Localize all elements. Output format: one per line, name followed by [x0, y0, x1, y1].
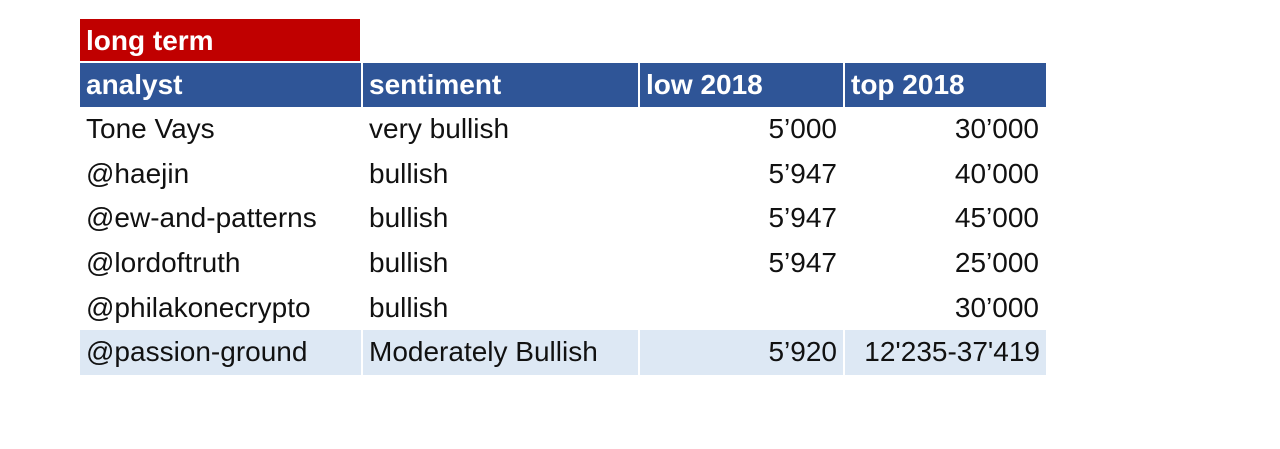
low-2018-cell: 5’920: [639, 329, 845, 375]
section-title: long term: [80, 19, 360, 61]
analyst-cell: @philakonecrypto: [86, 291, 311, 323]
sentiment-cell: bullish: [369, 247, 449, 279]
top-2018-cell: 45’000: [954, 202, 1039, 234]
sentiment-cell: very bullish: [369, 113, 510, 145]
header-row: analyst sentiment low 2018 top 2018: [80, 63, 1046, 107]
table-row: @ew-and-patterns bullish 5’947 45’000: [80, 196, 1046, 241]
header-sentiment: sentiment: [362, 63, 640, 107]
top-2018-cell: 30’000: [954, 113, 1039, 145]
analyst-cell: @lordoftruth: [86, 247, 241, 279]
header-top-2018: top 2018: [844, 63, 1046, 107]
top-2018-cell: 30’000: [954, 291, 1039, 323]
top-2018-cell: 12'235-37'419: [844, 329, 1046, 375]
sentiment-cell: bullish: [369, 202, 449, 234]
analyst-cell: @ew-and-patterns: [86, 202, 317, 234]
header-analyst: analyst: [80, 63, 363, 107]
analyst-sentiment-table: analyst sentiment low 2018 top 2018 Tone…: [80, 63, 1047, 375]
low-2018-cell: 5’000: [768, 113, 837, 145]
sentiment-cell: Moderately Bullish: [362, 329, 640, 375]
low-2018-cell: 5’947: [768, 157, 837, 189]
table-row: Tone Vays very bullish 5’000 30’000: [80, 107, 1046, 152]
sentiment-cell: bullish: [369, 291, 449, 323]
highlighted-table-row: @passion-ground Moderately Bullish 5’920…: [80, 329, 1046, 375]
long-term-table-block: long term analyst sentiment low 2018 top…: [80, 19, 1046, 375]
analyst-cell: @passion-ground: [80, 329, 363, 375]
top-2018-cell: 40’000: [954, 157, 1039, 189]
low-2018-cell: 5’947: [768, 202, 837, 234]
low-2018-cell: 5’947: [768, 247, 837, 279]
analyst-cell: @haejin: [86, 157, 190, 189]
header-low-2018: low 2018: [639, 63, 845, 107]
table-row: @lordoftruth bullish 5’947 25’000: [80, 241, 1046, 286]
low-2018-cell: [639, 285, 844, 330]
analyst-cell: Tone Vays: [86, 113, 215, 145]
table-row: @haejin bullish 5’947 40’000: [80, 152, 1046, 197]
top-2018-cell: 25’000: [954, 247, 1039, 279]
sentiment-cell: bullish: [369, 157, 449, 189]
table-row: @philakonecrypto bullish 30’000: [80, 285, 1046, 330]
